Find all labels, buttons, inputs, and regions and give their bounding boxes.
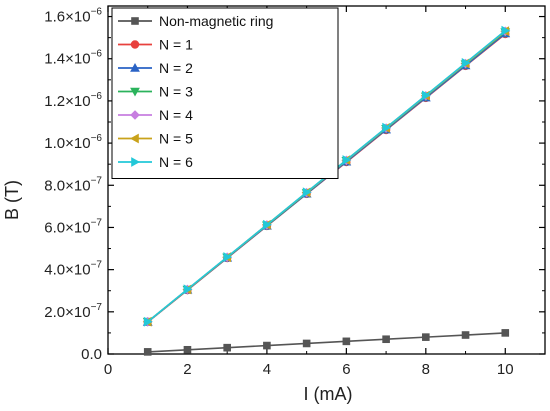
legend-item: N = 3 [118,84,193,100]
y-tick-label: 8.0×10−7 [44,175,102,194]
series-line [147,332,506,353]
plot-frame [107,5,546,355]
legend-item: Non-magnetic ring [118,13,273,29]
y-axis-title: B (T) [2,180,22,220]
legend-item: N = 6 [118,154,193,170]
data-point [223,252,233,262]
series-layer [142,25,511,356]
axes: 0 2 4 6 8 10 0.0 2.0×10−7 4.0×10−7 6.0×10−7 8.0×10… [44,5,546,378]
legend-item: N = 1 [118,37,193,53]
x-tick-label: 2 [183,361,191,378]
data-point [461,58,471,68]
data-point [183,345,192,354]
legend-marker [130,40,140,49]
y-tick-label: 2.0×10−7 [44,302,102,321]
y-tick-label: 1.6×10−6 [44,7,102,26]
legend-label: N = 5 [159,131,193,147]
x-tick-label: 4 [263,361,271,378]
data-point [382,335,390,344]
data-point [143,316,153,327]
legend-marker [130,110,140,120]
data-point [302,187,312,198]
legend-marker [131,157,140,167]
x-tick-label: 6 [342,361,350,378]
data-point [501,25,511,36]
x-tick-label: 10 [497,361,514,378]
x-tick-label: 8 [422,361,430,378]
y-tick-label: 1.0×10−6 [44,133,102,152]
y-tick-label: 6.0×10−7 [44,217,102,236]
data-point [263,219,272,230]
legend-box [111,7,339,179]
y-tick-label: 1.2×10−6 [44,91,102,110]
legend-item: N = 5 [118,131,193,147]
data-point [422,90,431,101]
legend-label: N = 3 [159,84,193,100]
series-0 [143,329,510,356]
y-tick-label: 0.0 [81,346,102,363]
x-axis-title: I (mA) [304,384,353,404]
x-tick-label: 0 [104,361,112,378]
legend-label: N = 1 [159,37,193,53]
legend-item: N = 4 [118,107,193,123]
data-point [461,331,470,339]
y-tick-label: 1.4×10−6 [44,49,102,68]
data-point [183,284,193,295]
data-point [342,337,351,346]
legend-label: N = 4 [159,107,193,123]
legend-label: Non-magnetic ring [159,13,273,29]
legend-marker [130,63,140,72]
data-point [422,333,430,341]
legend-item: N = 2 [118,60,193,76]
data-point [302,339,311,348]
data-point [223,343,231,352]
legend-marker [130,133,139,144]
data-point [143,348,152,356]
legend-label: N = 2 [159,60,193,76]
legend-marker [130,87,140,97]
data-point [382,122,392,133]
data-point [342,155,352,165]
y-tick-label: 4.0×10−7 [44,260,102,279]
data-point [263,341,271,350]
data-point [501,329,510,337]
legend-label: N = 6 [159,154,193,170]
legend: Non-magnetic ring N = 1 N = 2 N = 3 N = 4 N =… [111,7,339,179]
legend-marker [131,17,139,25]
